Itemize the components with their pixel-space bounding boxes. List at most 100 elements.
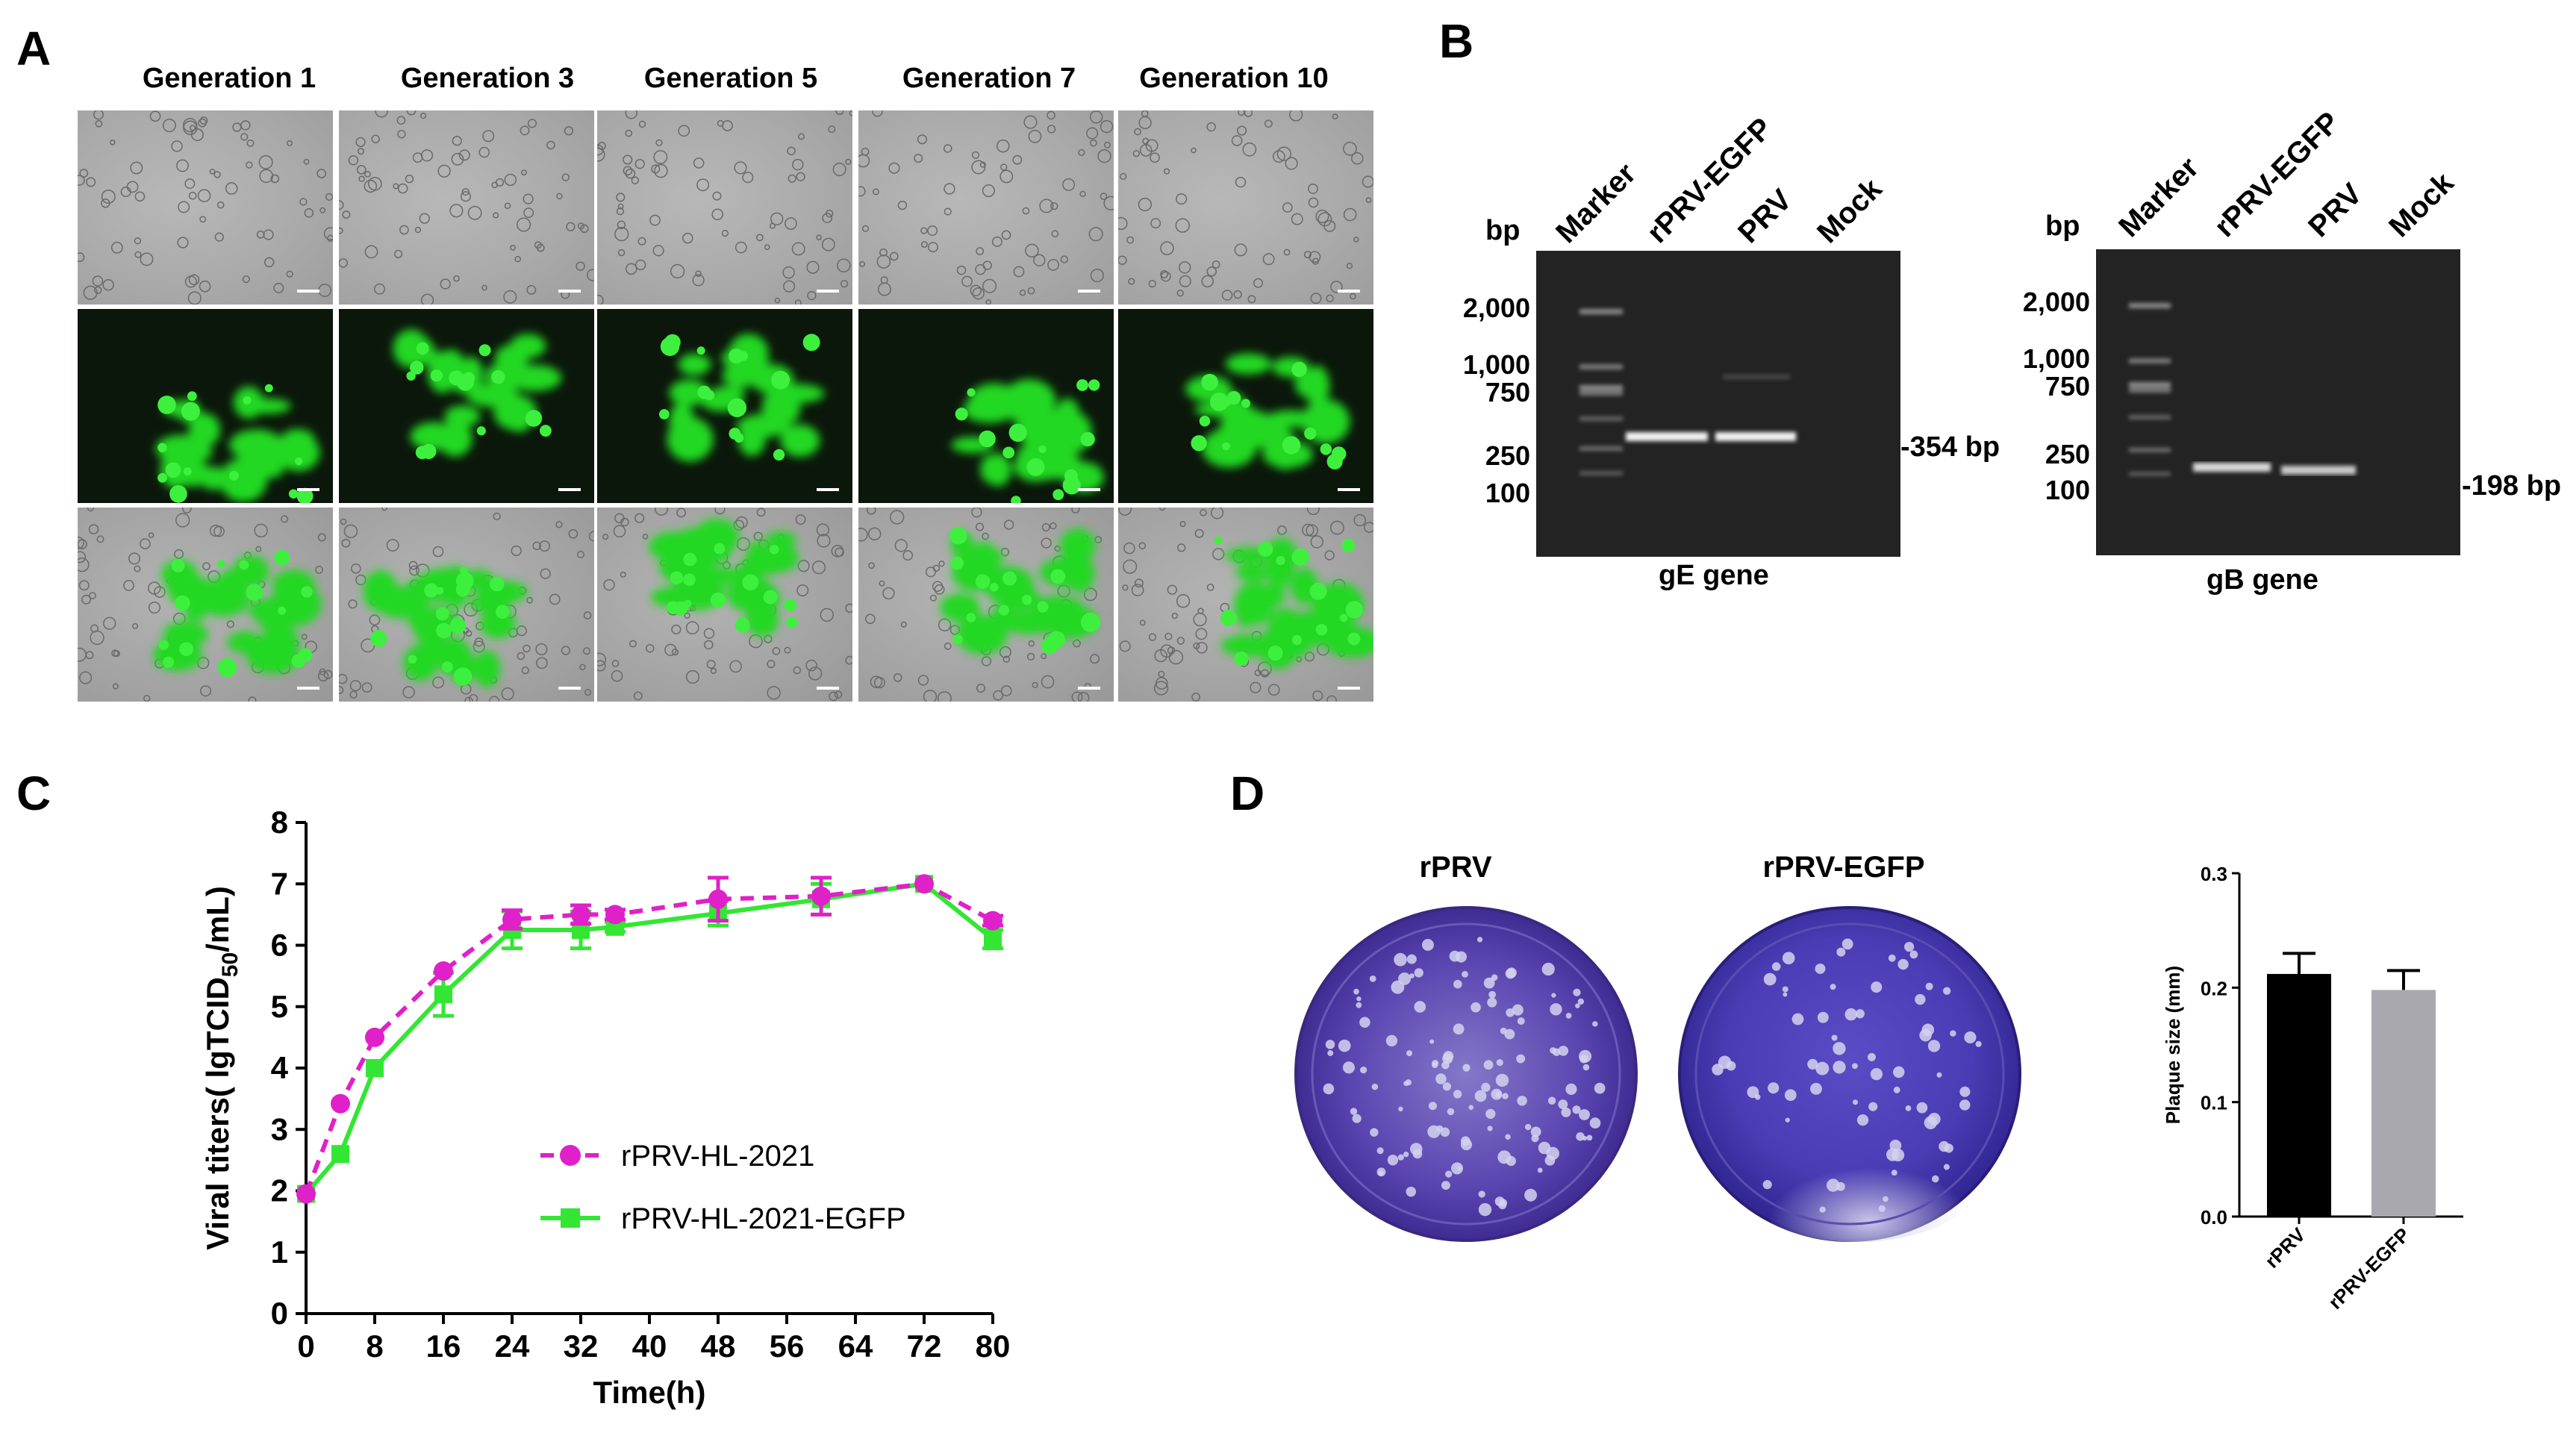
plaque — [1927, 1040, 1941, 1052]
fluorescent-dot — [410, 360, 424, 375]
cell — [588, 531, 594, 542]
cell — [242, 275, 250, 284]
cell — [820, 608, 834, 622]
cell — [811, 561, 826, 575]
cell — [807, 290, 817, 301]
fluorescent-cell — [1294, 370, 1320, 398]
fluorescent-dot — [1222, 442, 1230, 451]
fluorescent-dot — [491, 369, 505, 384]
data-point — [914, 874, 934, 894]
cell — [1250, 681, 1262, 693]
gel-gb-tick-2000: 2,000 — [2022, 287, 2090, 317]
fluorescent-cell — [1234, 581, 1275, 625]
fluorescent-dot — [298, 648, 313, 663]
generation-7-label: Generation 7 — [902, 63, 1076, 94]
fluorescent-dot — [1326, 453, 1343, 470]
cell — [128, 552, 140, 565]
plaque — [1785, 1117, 1790, 1123]
cell — [971, 160, 986, 175]
cell — [1324, 550, 1335, 561]
plaque — [1831, 1034, 1838, 1041]
cell — [1326, 294, 1334, 302]
cell — [1276, 146, 1291, 161]
cell — [1100, 119, 1114, 134]
cell — [981, 656, 992, 666]
fluorescence-cluster — [649, 518, 799, 637]
cell — [897, 200, 908, 210]
plate-label-rprv-egfp: rPRV-EGFP — [1762, 851, 1925, 884]
fluorescent-dot — [455, 572, 474, 590]
fluorescent-dot — [187, 391, 197, 402]
plaque — [1551, 993, 1556, 998]
cell — [1047, 125, 1056, 134]
cell — [1089, 110, 1103, 124]
cell — [316, 169, 327, 178]
micrograph-mg-1 — [78, 508, 333, 702]
micrograph-cells — [1185, 353, 1350, 470]
plaque — [1471, 1002, 1481, 1013]
fluorescent-cell — [970, 541, 998, 575]
cell — [834, 690, 843, 699]
cell — [634, 259, 646, 271]
scale-bar — [1078, 488, 1100, 491]
cell — [692, 274, 705, 287]
cell — [414, 226, 422, 234]
cell — [1047, 259, 1059, 271]
cell — [1050, 202, 1058, 210]
plaques-rprv-egfp — [1712, 938, 1982, 1213]
x-tick-label: rPRV-EGFP — [2324, 1223, 2414, 1314]
cell — [1060, 255, 1069, 263]
cell — [1206, 266, 1217, 277]
plaque — [1573, 988, 1581, 996]
cell — [349, 680, 361, 692]
cell — [782, 266, 795, 279]
cell — [620, 571, 626, 578]
cell — [703, 628, 715, 639]
plaque — [1931, 1175, 1939, 1183]
fluorescent-dot — [683, 552, 697, 566]
y-tick-label: 3 — [271, 1111, 288, 1146]
cell — [493, 212, 499, 219]
fluorescent-dot — [1008, 423, 1027, 442]
fluorescence-cluster — [153, 555, 322, 675]
micrograph-cells — [78, 110, 333, 305]
fluorescent-cell — [402, 645, 438, 681]
fluorescent-cell — [495, 344, 528, 373]
cell — [1253, 278, 1264, 288]
cell — [710, 667, 717, 675]
y-tick-label: 1 — [271, 1234, 288, 1270]
plaque — [1403, 1081, 1409, 1087]
cell — [867, 527, 882, 541]
cell — [613, 525, 626, 538]
cell — [614, 513, 625, 524]
cell — [406, 110, 417, 116]
fluorescent-dot — [769, 545, 779, 555]
cell — [1000, 685, 1012, 696]
plaque — [1441, 1181, 1450, 1190]
micrograph-cells — [339, 110, 594, 305]
micrograph-bf-5 — [1118, 110, 1373, 305]
legend-label: rPRV-HL-2021-EGFP — [621, 1202, 906, 1235]
plaque — [1944, 1143, 1953, 1153]
cell — [281, 515, 289, 523]
cell — [1158, 670, 1165, 678]
cell — [420, 293, 434, 305]
cell — [584, 689, 592, 696]
plaque — [1893, 1086, 1900, 1093]
plaque — [1435, 1073, 1447, 1084]
scale-bar — [817, 687, 839, 690]
cell — [132, 622, 139, 629]
x-tick-label: 0 — [297, 1329, 314, 1364]
plaque — [1453, 1090, 1462, 1099]
cell — [806, 260, 820, 274]
fluorescent-dot — [183, 467, 192, 476]
cell — [1138, 542, 1147, 550]
fluorescent-dot — [421, 443, 437, 460]
plaque — [1406, 1186, 1417, 1197]
fluorescent-dot — [949, 527, 967, 545]
cell — [682, 232, 693, 244]
fluorescent-dot — [710, 592, 726, 608]
cell — [1164, 632, 1173, 640]
cell — [517, 217, 531, 232]
fluorescent-dot — [1021, 594, 1032, 605]
